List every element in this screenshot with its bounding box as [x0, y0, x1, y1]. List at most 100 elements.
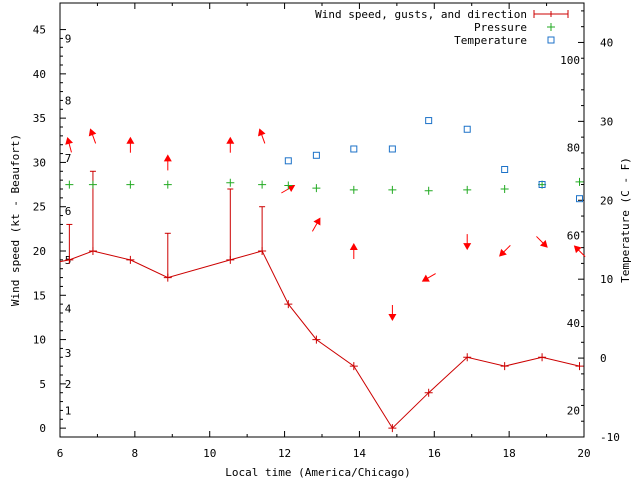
beaufort-label: 2: [65, 378, 72, 391]
beaufort-label: 4: [65, 303, 72, 316]
wind-speed-line: [59, 250, 580, 429]
pressure-point: [500, 185, 509, 193]
y-left-axis-ticks: 0 5 10 15 20 25 30 35 40 45: [33, 24, 66, 435]
wind-speed-point: [424, 388, 433, 397]
y-left-tick-label: 30: [33, 156, 46, 169]
wind-direction-arrow: [126, 136, 135, 153]
y-right-tick-label: 0: [600, 352, 607, 365]
wind-direction-arrow: [536, 236, 548, 248]
pressure-point: [424, 186, 433, 195]
legend-label-pressure: Pressure: [474, 21, 527, 34]
temperature-point: [350, 145, 358, 153]
temperature-point: [463, 125, 471, 133]
wind-direction-arrow: [65, 136, 74, 153]
temperature-point: [501, 165, 509, 173]
pressure-series: [65, 177, 584, 195]
pressure-point: [575, 177, 584, 186]
wind-speed-point: [463, 353, 472, 362]
fahrenheit-label: 80: [567, 142, 580, 155]
pressure-point: [284, 181, 293, 190]
y-left-tick-label: 15: [33, 289, 46, 302]
x-tick-label: 14: [353, 447, 367, 460]
wind-speed-point: [538, 353, 547, 362]
legend: Wind speed, gusts, and direction Pressur…: [315, 8, 569, 47]
x-axis-ticks: 6 8 10 12 14 16 18 20: [57, 3, 591, 460]
legend-swatch-wind: [533, 10, 569, 18]
y-left-tick-label: 20: [33, 245, 46, 258]
y-right-axis-ticks: -10 0 10 20 30 40: [578, 10, 620, 444]
legend-label-temperature: Temperature: [454, 34, 527, 47]
fahrenheit-label: 40: [567, 317, 580, 330]
y-left-tick-label: 40: [33, 68, 46, 81]
x-tick-label: 10: [203, 447, 216, 460]
beaufort-label: 8: [65, 94, 72, 107]
y-right-tick-label: 10: [600, 273, 613, 286]
pressure-point: [163, 180, 172, 189]
pressure-point: [226, 178, 235, 187]
x-tick-label: 12: [278, 447, 291, 460]
temperature-series: [284, 117, 584, 203]
y-left-tick-label: 45: [33, 24, 46, 37]
beaufort-label: 6: [65, 205, 72, 218]
temperature-point: [284, 157, 292, 165]
wind-direction-arrows: [65, 128, 586, 321]
pressure-point: [126, 180, 135, 189]
y-left-tick-label: 0: [39, 422, 46, 435]
y-right-tick-label: 20: [600, 194, 613, 207]
wind-speed-point: [258, 247, 267, 255]
fahrenheit-label: 20: [567, 405, 580, 418]
wind-direction-arrow: [88, 128, 97, 144]
wind-direction-arrow: [388, 305, 397, 321]
wind-speed-point: [388, 424, 397, 433]
pressure-point: [463, 185, 472, 194]
beaufort-label: 7: [65, 152, 72, 165]
y-right-axis-label: Temperature (C - F): [619, 157, 632, 283]
wind-direction-arrow: [163, 154, 172, 171]
pressure-point: [312, 184, 321, 193]
fahrenheit-labels: 20 40 60 80 100: [560, 54, 580, 418]
wind-speed-point: [226, 255, 235, 264]
temperature-point: [312, 151, 320, 159]
wind-speed-point: [163, 273, 172, 282]
wind-direction-arrow: [499, 244, 511, 257]
x-tick-label: 16: [428, 447, 441, 460]
wind-direction-arrow: [257, 128, 266, 144]
x-tick-label: 8: [132, 447, 139, 460]
wind-speed-point: [126, 255, 135, 264]
wind-series: [59, 170, 584, 433]
wind-direction-arrow: [226, 136, 235, 153]
x-tick-label: 6: [57, 447, 64, 460]
y-right-tick-label: -10: [600, 431, 620, 444]
wind-direction-arrow: [463, 234, 472, 251]
beaufort-label: 1: [65, 404, 72, 417]
beaufort-label: 3: [65, 347, 72, 360]
fahrenheit-label: 60: [567, 229, 580, 242]
wind-speed-point: [88, 247, 97, 255]
wind-speed-point: [349, 362, 358, 371]
y-right-tick-label: 30: [600, 115, 613, 128]
temperature-point: [538, 180, 546, 188]
wind-speed-point: [65, 255, 74, 264]
pressure-point: [258, 180, 267, 189]
legend-label-wind: Wind speed, gusts, and direction: [315, 8, 527, 21]
x-tick-label: 20: [577, 447, 590, 460]
wind-speed-point: [500, 362, 509, 371]
x-tick-label: 18: [503, 447, 516, 460]
wind-speed-point: [312, 335, 321, 344]
beaufort-label: 9: [65, 32, 72, 45]
temperature-point: [425, 117, 433, 125]
x-axis-label: Local time (America/Chicago): [225, 466, 410, 479]
wind-direction-arrow: [311, 217, 321, 232]
wind-speed-point: [575, 362, 584, 371]
wind-direction-arrow: [421, 273, 436, 282]
y-right-tick-label: 40: [600, 36, 613, 49]
pressure-point: [88, 180, 97, 189]
y-left-axis-label: Wind speed (kt - Beaufort): [9, 134, 22, 306]
wind-speed-point: [284, 300, 293, 309]
temperature-point: [388, 145, 396, 153]
temperature-point: [576, 195, 584, 203]
pressure-point: [65, 180, 74, 189]
plot-frame: [59, 2, 585, 438]
